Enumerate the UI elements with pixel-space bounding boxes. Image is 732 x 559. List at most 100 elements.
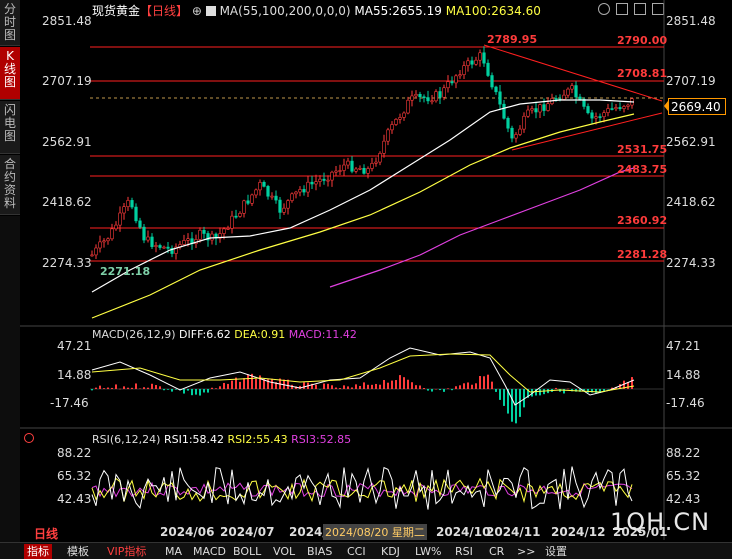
candle-body xyxy=(394,119,398,125)
ma-indicator-icon[interactable] xyxy=(205,6,216,16)
macd-bar xyxy=(491,381,493,389)
tab-flash-chart[interactable]: 闪电图 xyxy=(0,101,20,154)
macd-bar xyxy=(163,389,165,391)
candle-body xyxy=(498,91,502,105)
candle-body xyxy=(338,170,342,172)
tab-time-chart[interactable]: 分时图 xyxy=(0,0,20,46)
trendline-lower[interactable] xyxy=(511,112,663,151)
candle-body xyxy=(142,226,146,241)
macd-bar xyxy=(611,387,613,389)
macd-bar xyxy=(479,376,481,389)
macd-bar xyxy=(503,389,505,406)
rsi1-line xyxy=(91,466,633,510)
candle-body xyxy=(434,91,438,102)
candle-body xyxy=(366,168,370,174)
macd-bar xyxy=(135,383,137,389)
macd-bar xyxy=(203,389,205,393)
macd-diff-line xyxy=(91,347,635,406)
candle-body xyxy=(354,168,358,172)
minimize-icon[interactable] xyxy=(616,3,628,15)
macd-bar xyxy=(219,386,221,389)
candle-body xyxy=(110,228,114,240)
macd-bar xyxy=(143,387,145,389)
tab-vip-indicators[interactable]: VIP指标 xyxy=(107,545,147,558)
tab-label: 闪电图 xyxy=(3,103,16,143)
candle-body xyxy=(326,179,330,182)
candle-body xyxy=(322,178,326,181)
settings-icon[interactable] xyxy=(598,3,610,15)
low-annotation: 2271.18 xyxy=(100,265,151,278)
period-label[interactable]: 【日线】 xyxy=(140,4,189,18)
candle-body xyxy=(242,200,246,214)
indicator-settings-icon[interactable] xyxy=(24,433,34,443)
tab-macd[interactable]: MACD xyxy=(193,545,226,558)
macd-axis-right: 14.88 xyxy=(666,368,701,382)
level-label: 2281.28 xyxy=(617,248,668,261)
watermark-logo: 1QH.CN xyxy=(610,508,711,536)
macd-bar xyxy=(103,388,105,389)
high-annotation: 2789.95 xyxy=(487,33,538,46)
candle-body xyxy=(302,189,306,193)
macd-bar xyxy=(451,389,453,391)
tab-bias[interactable]: BIAS xyxy=(307,545,333,558)
candle-body xyxy=(138,220,142,228)
macd-bar xyxy=(311,383,313,389)
tab-cr[interactable]: CR xyxy=(489,545,505,558)
candle-body xyxy=(226,228,230,230)
candle-body xyxy=(254,189,258,196)
macd-bar xyxy=(363,382,365,389)
candle-body xyxy=(230,215,234,229)
restore-icon[interactable] xyxy=(634,3,646,15)
candle-body xyxy=(518,128,522,135)
candle-body xyxy=(502,103,506,119)
time-axis-label: 2024/10 xyxy=(436,525,491,539)
trendline-upper[interactable] xyxy=(483,44,663,102)
macd-params[interactable]: MACD(26,12,9) xyxy=(92,328,176,341)
tab-indicators[interactable]: 指标 xyxy=(24,544,52,559)
candle-body xyxy=(594,116,598,119)
candle-body xyxy=(474,59,478,65)
macd-bar xyxy=(415,385,417,389)
macd-bar xyxy=(427,389,429,391)
ma-params[interactable]: MA(55,100,200,0,0,0) xyxy=(219,4,351,18)
candle-body xyxy=(106,238,110,242)
rsi-params[interactable]: RSI(6,12,24) xyxy=(92,433,161,446)
macd-bar xyxy=(111,387,113,389)
macd-bar xyxy=(595,389,597,393)
tab-contract-info[interactable]: 合约资料 xyxy=(0,155,20,215)
rsi3-value: RSI3:52.85 xyxy=(291,433,352,446)
price-tag-pointer xyxy=(664,101,668,111)
macd-bar xyxy=(99,385,101,389)
macd-bar xyxy=(155,385,157,389)
candle-body xyxy=(382,140,386,154)
period-indicator[interactable]: 日线 xyxy=(34,527,59,541)
add-symbol-icon[interactable]: ⊕ xyxy=(191,4,202,18)
tab-boll[interactable]: BOLL xyxy=(233,545,262,558)
candle-body xyxy=(342,164,346,171)
tab-vol[interactable]: VOL xyxy=(273,545,296,558)
tab-ma[interactable]: MA xyxy=(165,545,183,558)
candle-body xyxy=(442,87,446,98)
candle-body xyxy=(586,106,590,114)
tab-lw[interactable]: LW% xyxy=(415,545,442,558)
candle-body xyxy=(350,160,354,172)
macd-dea-value: DEA:0.91 xyxy=(234,328,286,341)
tab-cci[interactable]: CCI xyxy=(347,545,366,558)
rsi3-line xyxy=(91,481,633,498)
tab-kdj[interactable]: KDJ xyxy=(381,545,400,558)
candle-body xyxy=(626,104,630,107)
settings-button[interactable]: 设置 xyxy=(545,545,567,558)
more-tabs-icon[interactable]: >> xyxy=(517,545,536,558)
candle-body xyxy=(318,178,322,182)
candle-body xyxy=(126,200,130,208)
candle-body xyxy=(278,199,282,213)
level-label: 2708.81 xyxy=(617,67,668,80)
tab-rsi[interactable]: RSI xyxy=(455,545,473,558)
candle-body xyxy=(186,238,190,241)
tab-templates[interactable]: 模板 xyxy=(67,545,89,558)
level-label: 2790.00 xyxy=(617,34,668,47)
ma200-line xyxy=(329,167,635,288)
rsi-axis-right: 65.32 xyxy=(666,469,701,483)
